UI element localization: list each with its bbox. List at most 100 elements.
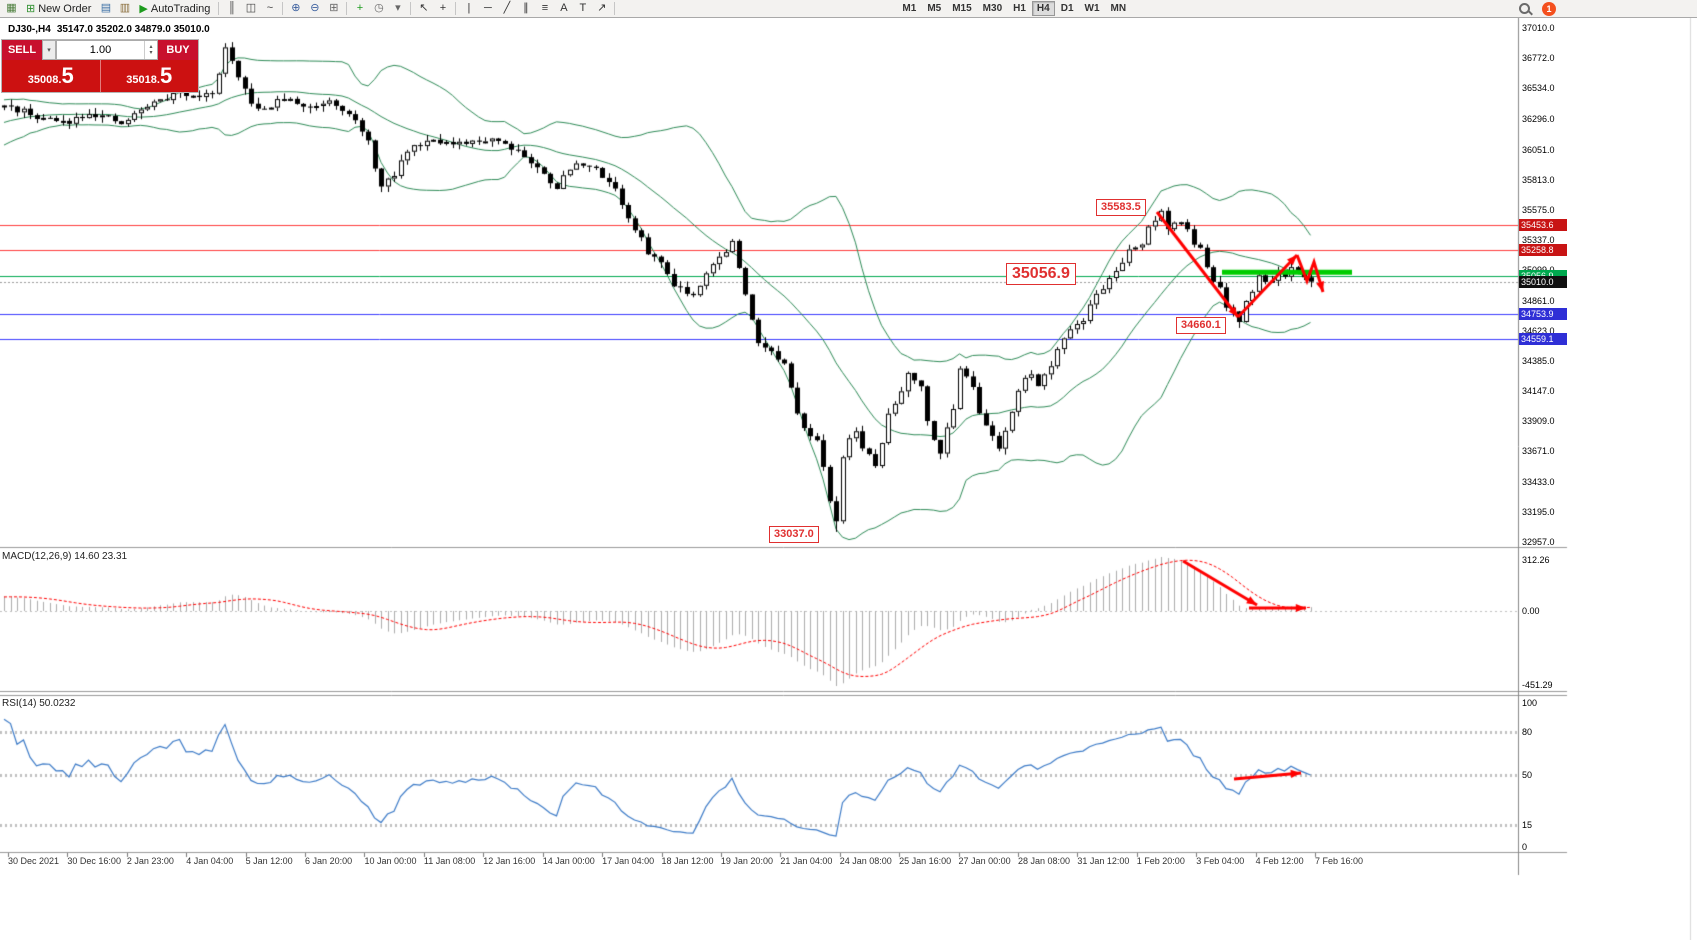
zoom-in-icon: ⊕ xyxy=(291,2,301,14)
price-tag: 35453.6 xyxy=(1519,219,1567,232)
buy-price-small: 35018. xyxy=(126,74,160,86)
bar-chart-icon[interactable]: ║ xyxy=(223,1,240,16)
timeframe-h1[interactable]: H1 xyxy=(1013,3,1026,14)
buy-button[interactable]: BUY xyxy=(158,40,198,60)
sell-price-big: 5 xyxy=(61,63,74,88)
time-axis-label: 10 Jan 00:00 xyxy=(364,856,417,866)
trendline-icon[interactable]: ╱ xyxy=(498,1,515,16)
price-annotation[interactable]: 35056.9 xyxy=(1006,263,1076,285)
channel-icon: ∥ xyxy=(523,2,529,14)
price-annotation[interactable]: 33037.0 xyxy=(769,526,819,543)
price-axis-label: 34861.0 xyxy=(1522,295,1555,306)
spinner-up-icon[interactable]: ▴ xyxy=(149,44,153,50)
time-axis-label: 30 Dec 2021 xyxy=(8,856,60,866)
timeframe-d1[interactable]: D1 xyxy=(1060,3,1074,14)
app-icon: ▦ xyxy=(6,2,17,14)
sell-button[interactable]: SELL xyxy=(2,40,42,60)
spinner-down-icon[interactable]: ▾ xyxy=(149,50,153,56)
time-axis-label: 4 Jan 04:00 xyxy=(186,856,234,866)
chart-window-icon[interactable]: ▤ xyxy=(97,1,114,16)
zoom-out-icon[interactable]: ⊖ xyxy=(306,1,323,16)
time-axis-label: 3 Feb 04:00 xyxy=(1196,856,1245,866)
line-chart-icon[interactable]: ~ xyxy=(261,1,278,16)
templates-icon: ▾ xyxy=(395,2,401,14)
price-axis-label: 33433.0 xyxy=(1522,476,1555,487)
navigator-icon[interactable]: ▥ xyxy=(116,1,133,16)
rsi-axis-label: 50 xyxy=(1522,770,1533,780)
candlestick-chart-icon[interactable]: ◫ xyxy=(242,1,259,16)
autotrading-button[interactable]: ▶ AutoTrading xyxy=(135,1,214,16)
toolbar-separator xyxy=(346,2,348,15)
toolbar-separator xyxy=(614,2,616,15)
price-annotation[interactable]: 35583.5 xyxy=(1096,199,1146,216)
arrows-icon[interactable]: ↗ xyxy=(593,1,610,16)
macd-axis-label: -451.29 xyxy=(1522,679,1553,690)
timeframe-group: M1 M5 M15 M30 H1 H4 D1 W1 MN xyxy=(897,1,1131,16)
zoom-in-icon[interactable]: ⊕ xyxy=(287,1,304,16)
time-axis-label: 28 Jan 08:00 xyxy=(1017,856,1071,866)
price-axis-label: 37010.0 xyxy=(1522,23,1555,33)
time-axis-label: 14 Jan 00:00 xyxy=(542,856,595,866)
horizontal-line-icon[interactable]: ─ xyxy=(479,1,496,16)
time-axis-label: 31 Jan 12:00 xyxy=(1077,856,1130,866)
volume-input[interactable] xyxy=(57,41,144,59)
channel-icon[interactable]: ∥ xyxy=(517,1,534,16)
timeframe-m5[interactable]: M5 xyxy=(927,3,942,14)
timeframe-m15[interactable]: M15 xyxy=(952,3,972,14)
rsi-axis-label: 80 xyxy=(1522,726,1533,737)
autotrading-button-label: AutoTrading xyxy=(150,2,211,15)
buy-price[interactable]: 35018. 5 xyxy=(99,60,199,92)
timeframe-h4[interactable]: H4 xyxy=(1031,1,1055,16)
vertical-line-icon[interactable]: | xyxy=(460,1,477,16)
cursor-icon: ↖ xyxy=(419,2,429,14)
price-tag: 34753.9 xyxy=(1519,308,1567,321)
price-axis-label: 34385.0 xyxy=(1522,355,1555,366)
sell-price[interactable]: 35008. 5 xyxy=(2,60,100,92)
fibonacci-icon[interactable]: ≡ xyxy=(536,1,553,16)
periods-icon[interactable]: ◷ xyxy=(370,1,387,16)
indicators-icon[interactable]: + xyxy=(351,1,368,16)
vertical-line-icon: | xyxy=(467,2,471,14)
label-icon: T xyxy=(579,2,587,14)
templates-icon[interactable]: ▾ xyxy=(389,1,406,16)
search-icon[interactable] xyxy=(1518,2,1532,16)
chart-window-icon: ▤ xyxy=(100,2,112,14)
sell-price-small: 35008. xyxy=(27,74,62,86)
text-icon: A xyxy=(560,2,568,14)
candlestick-chart-icon: ◫ xyxy=(245,2,257,14)
timeframe-m30[interactable]: M30 xyxy=(982,3,1003,14)
toolbar-separator xyxy=(455,2,457,15)
time-axis-label: 7 Feb 16:00 xyxy=(1315,856,1364,866)
horizontal-line-icon: ─ xyxy=(484,2,492,14)
volume-field: ▴ ▾ xyxy=(56,40,158,60)
price-annotation[interactable]: 34660.1 xyxy=(1176,317,1226,334)
new-order-button[interactable]: ⊞ New Order xyxy=(22,1,95,16)
arrows-icon: ↗ xyxy=(597,2,607,14)
time-axis-label: 2 Jan 23:00 xyxy=(126,856,174,866)
label-icon[interactable]: T xyxy=(574,1,591,16)
volume-spinner[interactable]: ▴ ▾ xyxy=(144,41,157,59)
autotrading-icon: ▶ xyxy=(139,3,148,15)
new-order-button-label: New Order xyxy=(38,2,92,15)
cursor-icon[interactable]: ↖ xyxy=(415,1,432,16)
timeframe-mn[interactable]: MN xyxy=(1110,3,1127,14)
time-axis-label: 30 Dec 16:00 xyxy=(67,856,121,866)
time-axis-label: 24 Jan 08:00 xyxy=(839,856,892,866)
macd-indicator-label: MACD(12,26,9) 14.60 23.31 xyxy=(2,551,128,562)
crosshair-icon[interactable]: + xyxy=(434,1,451,16)
rsi-axis-label: 100 xyxy=(1522,698,1538,708)
tile-windows-icon[interactable]: ⊞ xyxy=(325,1,342,16)
notification-badge[interactable]: 1 xyxy=(1542,2,1556,16)
timeframe-m1[interactable]: M1 xyxy=(902,3,917,14)
crosshair-icon: + xyxy=(439,2,447,14)
trade-panel-controls: SELL ▾ ▴ ▾ BUY xyxy=(2,40,198,60)
text-icon[interactable]: A xyxy=(555,1,572,16)
timeframe-w1[interactable]: W1 xyxy=(1084,3,1100,14)
time-axis-label: 17 Jan 04:00 xyxy=(602,856,655,866)
app-icon: ▦ xyxy=(3,1,20,16)
price-axis-label: 33671.0 xyxy=(1522,446,1555,457)
tile-windows-icon: ⊞ xyxy=(329,2,339,14)
volume-dropdown[interactable]: ▾ xyxy=(42,40,56,60)
